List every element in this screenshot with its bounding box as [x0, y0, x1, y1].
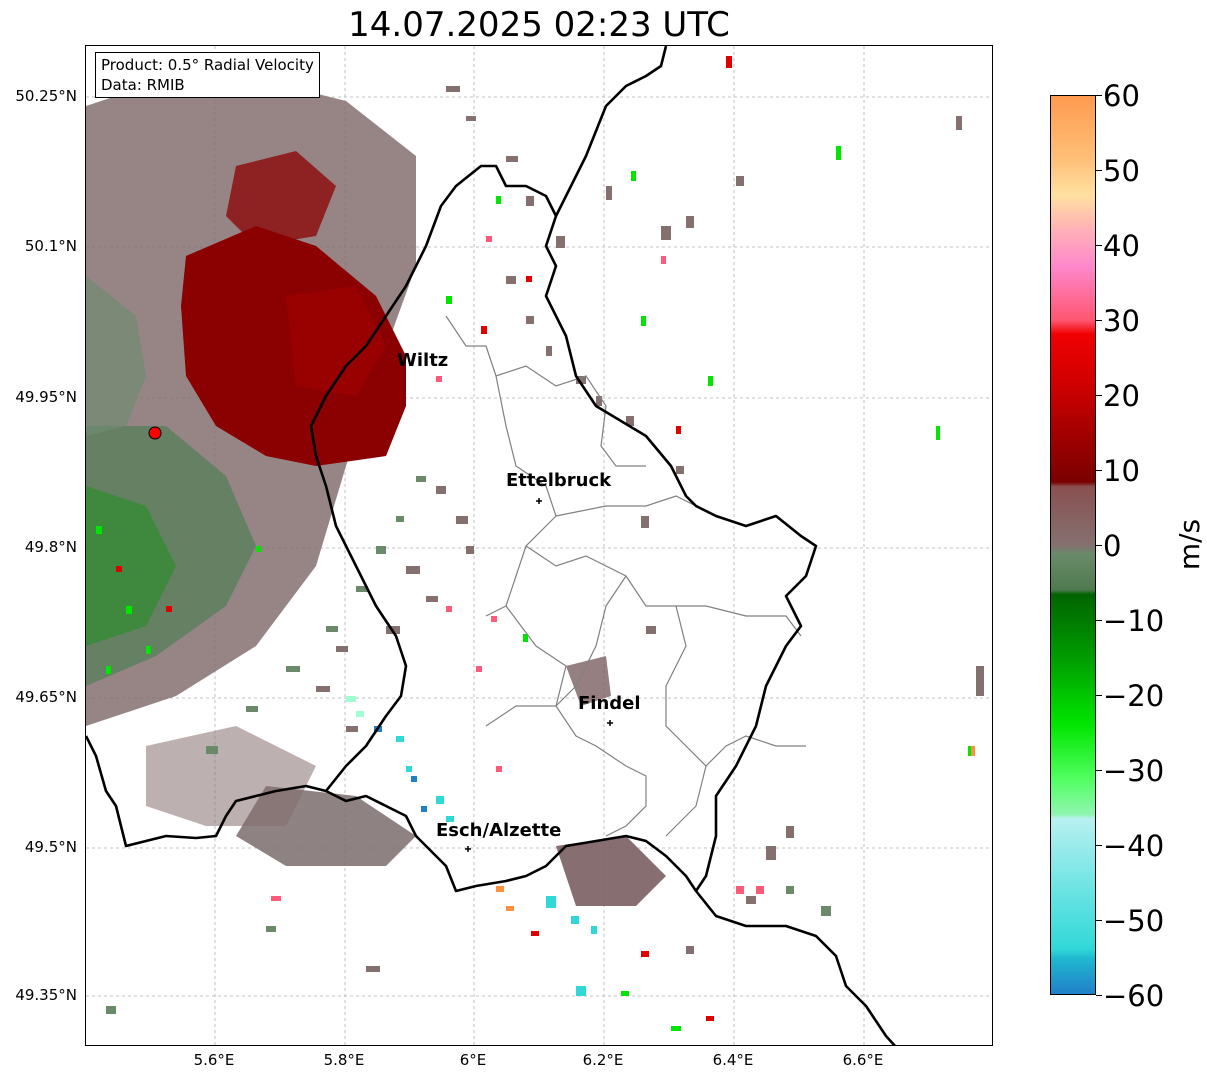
x-tick-label: 5.6°E [193, 1051, 235, 1069]
velocity-fields [86, 76, 666, 906]
x-tick-label: 6°E [459, 1051, 487, 1069]
radar-map-canvas [86, 46, 992, 1045]
colorbar-tick-label: −30 [1103, 754, 1165, 788]
radar-map[interactable] [85, 45, 993, 1046]
velocity-colorbar [1050, 95, 1096, 995]
city-label-esch-alzette: Esch/Alzette [436, 820, 562, 841]
colorbar-tick-label: −10 [1103, 604, 1165, 638]
y-tick-label: 49.35°N [15, 986, 77, 1004]
colorbar-tick-label: −50 [1103, 904, 1165, 938]
y-tick-label: 49.5°N [24, 838, 77, 856]
x-tick-label: 5.8°E [323, 1051, 365, 1069]
y-tick-label: 50.25°N [15, 87, 77, 105]
x-tick-label: 6.6°E [842, 1051, 884, 1069]
colorbar-tick-label: 0 [1103, 529, 1122, 563]
x-tick-label: 6.4°E [712, 1051, 754, 1069]
city-label-findel: Findel [578, 693, 641, 714]
colorbar-tick-label: 50 [1103, 154, 1140, 188]
colorbar-tick-label: −20 [1103, 679, 1165, 713]
y-tick-label: 49.65°N [15, 688, 77, 706]
colorbar-unit-label: m/s [1173, 518, 1207, 571]
city-markers [465, 498, 613, 852]
city-label-wiltz: Wiltz [397, 350, 449, 371]
colorbar-tick-label: 60 [1103, 79, 1140, 113]
radar-site-marker [148, 426, 162, 440]
colorbar-tick-label: 40 [1103, 229, 1140, 263]
country-borders [86, 46, 896, 1045]
product-info-box: Product: 0.5° Radial Velocity Data: RMIB [95, 52, 320, 98]
colorbar-tick-label: −60 [1103, 979, 1165, 1013]
x-tick-label: 6.2°E [582, 1051, 624, 1069]
colorbar-tick-label: 20 [1103, 379, 1140, 413]
canton-boundaries [445, 315, 806, 837]
city-label-ettelbruck: Ettelbruck [506, 470, 612, 491]
y-tick-label: 50.1°N [24, 237, 77, 255]
data-source-label: Data: RMIB [101, 76, 185, 94]
y-tick-label: 49.8°N [24, 538, 77, 556]
colorbar-tick-label: −40 [1103, 829, 1165, 863]
colorbar-tick-label: 30 [1103, 304, 1140, 338]
colorbar-tick-label: 10 [1103, 454, 1140, 488]
map-title: 14.07.2025 02:23 UTC [348, 5, 730, 45]
velocity-speckles [96, 56, 984, 1031]
product-label: Product: 0.5° Radial Velocity [101, 56, 314, 74]
y-tick-label: 49.95°N [15, 388, 77, 406]
